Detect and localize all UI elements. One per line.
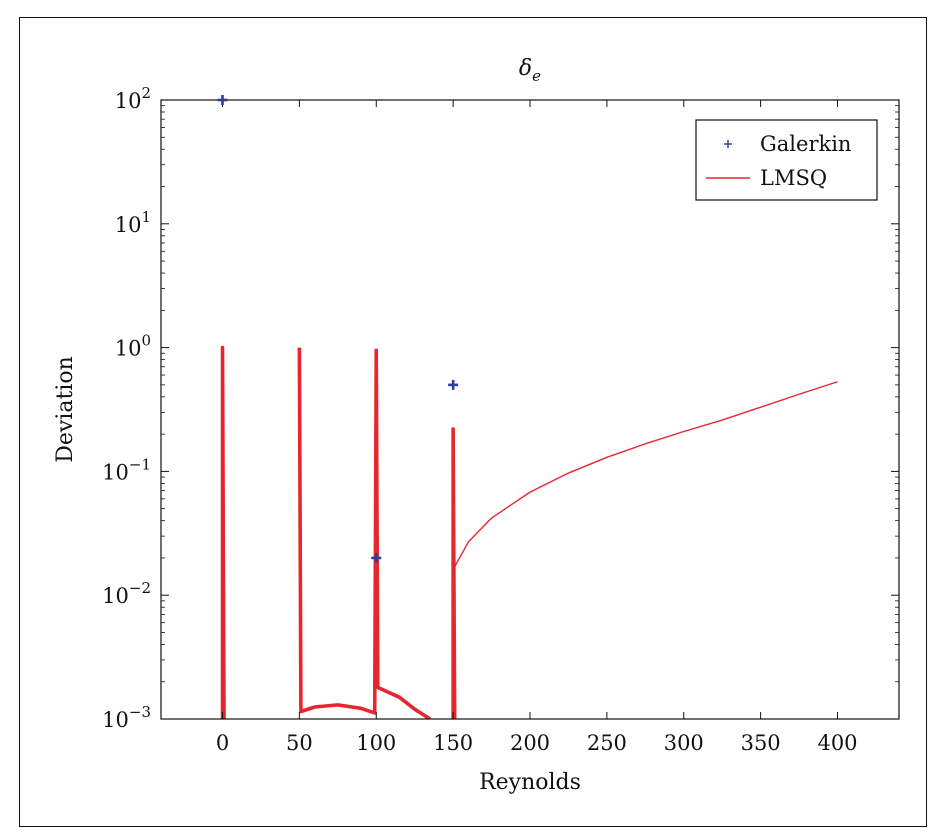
lmsq-line-segment bbox=[454, 381, 838, 568]
x-tick-label: 300 bbox=[664, 731, 704, 755]
x-tick-label: 50 bbox=[286, 731, 313, 755]
y-tick-label: 10−2 bbox=[102, 579, 151, 608]
legend-label: Galerkin bbox=[760, 132, 851, 156]
legend-galerkin-marker bbox=[724, 140, 732, 148]
galerkin-point bbox=[371, 552, 382, 563]
x-tick-label: 400 bbox=[817, 731, 857, 755]
chart: δe 0 50 100 150 200 250 300 350 400 10−3 10−2 10−1 1… bbox=[53, 56, 900, 795]
x-axis-label: Reynolds bbox=[479, 770, 581, 795]
x-tick-label: 350 bbox=[741, 731, 781, 755]
y-tick-label: 101 bbox=[115, 208, 151, 237]
x-tick-label: 200 bbox=[510, 731, 550, 755]
x-tick-label: 100 bbox=[356, 731, 396, 755]
chart-title: δe bbox=[519, 56, 541, 85]
y-tick-label: 100 bbox=[115, 332, 151, 361]
y-tick-label: 10−3 bbox=[102, 703, 151, 732]
galerkin-point bbox=[217, 95, 228, 105]
y-tick-label: 102 bbox=[115, 84, 151, 113]
galerkin-point bbox=[448, 379, 459, 390]
lmsq-line-segment bbox=[297, 347, 432, 719]
lmsq-line-segment bbox=[220, 345, 226, 719]
legend-box bbox=[695, 119, 878, 201]
x-tick-label: 0 bbox=[216, 731, 229, 755]
figure-frame: δe 0 50 100 150 200 250 300 350 400 10−3 10−2 10−1 1… bbox=[19, 17, 927, 827]
x-tick-label: 250 bbox=[587, 731, 627, 755]
legend-label: LMSQ bbox=[760, 166, 827, 190]
y-axis-label: Deviation bbox=[53, 356, 78, 463]
legend: Galerkin LMSQ bbox=[695, 119, 878, 201]
lmsq-line-segment bbox=[451, 427, 457, 719]
y-tick-label: 10−1 bbox=[102, 455, 151, 484]
x-tick-label: 150 bbox=[433, 731, 473, 755]
